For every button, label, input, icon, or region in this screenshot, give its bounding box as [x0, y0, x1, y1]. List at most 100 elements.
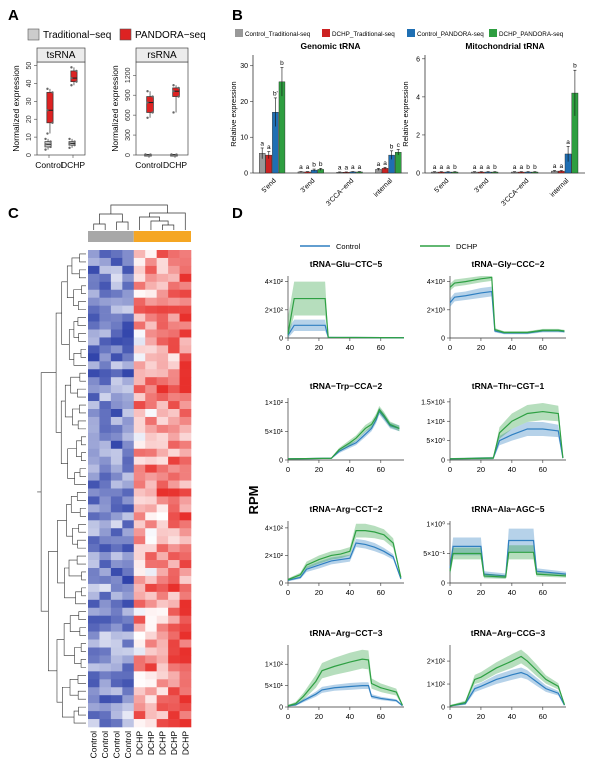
heatmap-cell: [133, 361, 146, 370]
heatmap-cell: [156, 257, 169, 267]
heatmap-cell: [99, 265, 112, 275]
significance-letter: a: [383, 160, 387, 167]
y-tick-label: 1×10²: [427, 682, 446, 689]
heatmap-cell: [179, 528, 192, 537]
heatmap-cell: [168, 719, 180, 728]
x-tick-label: 5'end: [433, 177, 450, 194]
heatmap-cell: [110, 711, 123, 720]
barchart-genomic-trna: Genomic tRNA 0 10 20 30 Relative expression 5'…: [229, 41, 408, 208]
x-tick-label: 40: [346, 588, 354, 597]
heatmap-cell: [179, 345, 192, 354]
heatmap-cell: [156, 536, 169, 545]
heatmap-cell: [179, 456, 192, 465]
y-tick-label: 40: [26, 79, 33, 87]
heatmap-cell: [122, 655, 135, 664]
heatmap-cell: [88, 655, 100, 664]
x-tick-label: internal: [373, 177, 394, 198]
y-tick-label: 0: [441, 458, 445, 465]
column-label: DCHP: [180, 731, 190, 755]
heatmap-cell: [179, 615, 192, 624]
significance-letter: a: [338, 164, 342, 171]
heatmap-cell: [99, 345, 112, 354]
heatmap-cell: [145, 297, 157, 306]
heatmap-cell: [179, 512, 192, 521]
heatmap-cell: [122, 552, 135, 561]
heatmap-cell: [110, 687, 123, 696]
heatmap-cell: [122, 504, 135, 513]
heatmap-cell: [122, 393, 135, 402]
heatmap-cell: [145, 353, 157, 362]
heatmap-cell: [88, 671, 100, 680]
x-tick-label: DCHP: [163, 160, 187, 170]
heatmap-cell: [168, 544, 180, 553]
heatmap-cell: [156, 250, 169, 259]
heatmap-cell: [88, 560, 100, 569]
heatmap-cell: [110, 432, 123, 442]
significance-letter: a: [306, 164, 310, 171]
heatmap-cell: [110, 321, 123, 330]
heatmap-cell: [179, 544, 192, 553]
heatmap-cell: [156, 607, 169, 616]
heatmap-cell: [179, 568, 192, 577]
heatmap-cell: [122, 599, 135, 609]
heatmap-cell: [145, 416, 157, 426]
column-label: Control: [89, 731, 99, 759]
heatmap-cell: [122, 575, 135, 585]
panel-letter-d: D: [232, 205, 243, 222]
x-tick-label: 0: [286, 465, 290, 474]
heatmap-cell: [145, 639, 157, 648]
heatmap-cell: [168, 615, 180, 624]
heatmap-cell: [133, 599, 146, 609]
heatmap-cell: [88, 361, 100, 370]
heatmap-cell: [110, 289, 123, 298]
heatmap-cell: [156, 687, 169, 696]
legend-label-traditional: Traditional−seq: [43, 30, 111, 41]
heatmap-cell: [156, 544, 169, 553]
heatmap-cell: [122, 568, 135, 577]
heatmap-cell: [168, 552, 180, 561]
heatmap-cell: [156, 504, 169, 513]
heatmap-cell: [88, 401, 100, 410]
heatmap-cell: [145, 647, 157, 656]
heatmap-cell: [99, 719, 112, 728]
heatmap-cell: [110, 273, 123, 283]
heatmap-cell: [168, 321, 180, 330]
heatmap-cell: [179, 432, 192, 442]
y-tick-label: 2×10³: [427, 307, 446, 314]
heatmap-cell: [88, 687, 100, 696]
heatmap-cell: [145, 281, 157, 291]
y-tick-label: 5×10⁻¹: [423, 551, 445, 558]
y-tick-label: 0: [26, 153, 33, 157]
heatmap-cell: [110, 329, 123, 338]
heatmap-cell: [110, 520, 123, 529]
heatmap-cell: [156, 337, 169, 346]
heatmap-cell: [133, 393, 146, 402]
heatmap-cell: [99, 305, 112, 314]
heatmap-cell: [145, 695, 157, 704]
heatmap-cell: [122, 639, 135, 648]
heatmap-cell: [99, 440, 112, 450]
legend-swatch-dchp-trad: [322, 29, 330, 37]
heatmap-cell: [122, 631, 135, 640]
x-tick-label: 20: [315, 343, 323, 352]
heatmap-cell: [179, 297, 192, 306]
heatmap-cell: [99, 472, 112, 481]
heatmap-cell: [168, 679, 180, 688]
x-tick-label: 20: [477, 343, 485, 352]
series-line: [449, 671, 565, 707]
heatmap-cell: [99, 401, 112, 410]
heatmap-cell: [88, 424, 100, 434]
heatmap-cell: [122, 719, 135, 728]
heatmap-cell: [168, 504, 180, 513]
y-tick-label: 0: [279, 705, 283, 712]
heatmap-cell: [88, 377, 100, 386]
plot-title: tRNA−Arg−CCG−3: [471, 628, 546, 638]
y-tick-label: 0: [279, 458, 283, 465]
heatmap-cell: [156, 711, 169, 720]
heatmap-cell: [156, 297, 169, 306]
heatmap-cell: [99, 488, 112, 497]
heatmap-cell: [156, 496, 169, 505]
heatmap-cell: [88, 297, 100, 306]
heatmap-cell: [156, 679, 169, 688]
heatmap-cell: [122, 647, 135, 656]
